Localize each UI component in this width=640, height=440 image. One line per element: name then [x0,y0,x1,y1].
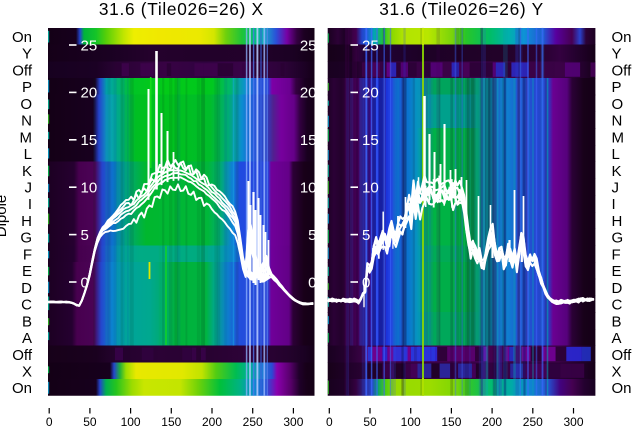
svg-text:150: 150 [441,415,461,429]
svg-text:L: L [24,146,32,163]
svg-text:100: 100 [401,415,421,429]
svg-text:Y: Y [612,46,622,63]
svg-text:C: C [612,297,623,314]
svg-text:P: P [612,79,622,96]
svg-text:10: 10 [362,180,379,197]
svg-text:I: I [28,196,32,213]
svg-text:300: 300 [563,415,583,429]
svg-text:0: 0 [308,274,316,291]
svg-text:0: 0 [326,415,333,429]
svg-text:D: D [612,280,623,297]
svg-text:M: M [612,129,625,146]
svg-text:X: X [612,364,622,381]
svg-text:L: L [612,146,620,163]
svg-text:15: 15 [362,132,379,149]
svg-text:20: 20 [300,85,317,102]
svg-text:G: G [612,230,624,247]
svg-text:5: 5 [81,227,89,244]
svg-text:250: 250 [523,415,543,429]
svg-text:K: K [612,163,622,180]
svg-text:0: 0 [362,274,370,291]
svg-text:K: K [22,163,32,180]
svg-text:31.6 (Tile026=26) X: 31.6 (Tile026=26) X [99,0,264,19]
svg-text:On: On [612,380,632,397]
svg-text:J: J [25,180,33,197]
svg-text:P: P [22,79,32,96]
svg-text:200: 200 [202,415,222,429]
svg-text:M: M [20,129,33,146]
svg-text:25: 25 [362,37,379,54]
svg-text:20: 20 [81,85,98,102]
svg-text:I: I [612,196,616,213]
svg-text:D: D [21,280,32,297]
svg-text:Off: Off [12,62,33,79]
svg-text:A: A [612,330,622,347]
svg-text:X: X [22,364,32,381]
svg-text:O: O [612,96,624,113]
svg-text:0: 0 [81,274,89,291]
svg-text:31.6 (Tile026=26) Y: 31.6 (Tile026=26) Y [379,0,544,19]
svg-text:15: 15 [81,132,98,149]
svg-text:5: 5 [362,227,370,244]
svg-text:100: 100 [121,415,141,429]
svg-text:Off: Off [12,347,33,364]
svg-text:G: G [20,230,32,247]
svg-text:5: 5 [308,227,316,244]
svg-text:250: 250 [243,415,263,429]
svg-text:H: H [21,213,32,230]
svg-text:F: F [23,246,32,263]
svg-text:E: E [612,263,622,280]
svg-text:F: F [612,246,621,263]
svg-text:25: 25 [81,37,98,54]
svg-text:A: A [22,330,32,347]
svg-text:Y: Y [22,46,32,63]
svg-text:On: On [612,29,632,46]
svg-text:15: 15 [300,132,317,149]
svg-text:On: On [12,380,32,397]
svg-text:200: 200 [482,415,502,429]
svg-text:10: 10 [81,180,98,197]
svg-text:50: 50 [363,415,377,429]
svg-text:Dipole: Dipole [0,195,10,238]
svg-text:C: C [21,297,32,314]
svg-text:150: 150 [161,415,181,429]
svg-text:J: J [612,180,620,197]
svg-text:N: N [612,113,623,130]
svg-text:Off: Off [612,62,633,79]
svg-text:N: N [21,113,32,130]
svg-text:Off: Off [612,347,633,364]
svg-text:On: On [12,29,32,46]
svg-text:50: 50 [83,415,97,429]
svg-text:O: O [20,96,32,113]
svg-text:B: B [22,313,32,330]
svg-text:0: 0 [46,415,53,429]
svg-text:25: 25 [300,37,317,54]
svg-text:20: 20 [362,85,379,102]
svg-text:300: 300 [283,415,303,429]
svg-text:H: H [612,213,623,230]
svg-text:B: B [612,313,622,330]
svg-text:10: 10 [300,180,317,197]
svg-text:E: E [22,263,32,280]
